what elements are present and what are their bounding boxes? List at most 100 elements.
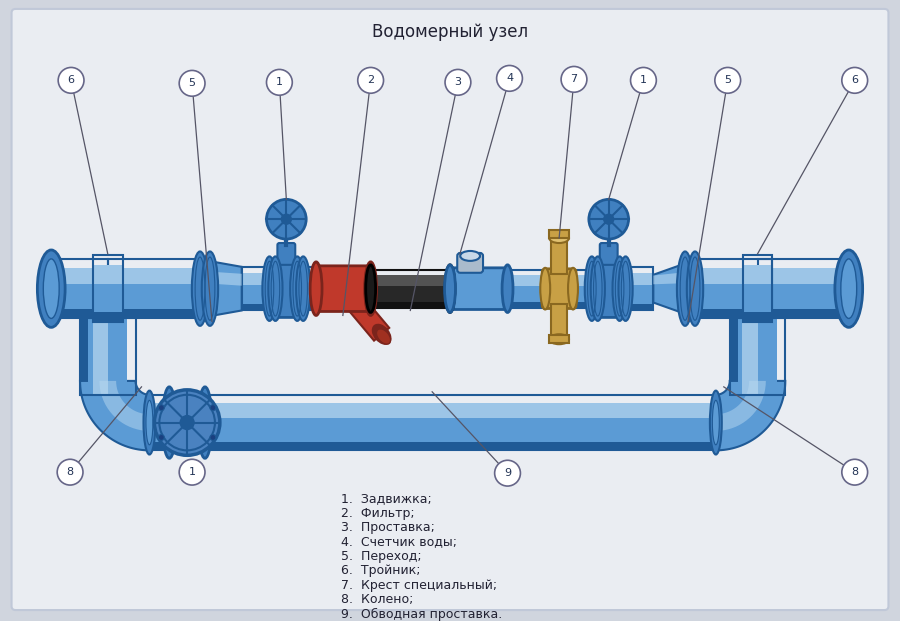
FancyBboxPatch shape: [269, 260, 303, 317]
FancyBboxPatch shape: [301, 273, 316, 304]
Circle shape: [266, 199, 306, 239]
Ellipse shape: [43, 259, 59, 319]
FancyBboxPatch shape: [88, 319, 127, 395]
Ellipse shape: [376, 329, 391, 344]
FancyBboxPatch shape: [457, 253, 483, 273]
Text: 2: 2: [367, 75, 374, 85]
Circle shape: [604, 214, 614, 224]
Circle shape: [497, 65, 522, 91]
Ellipse shape: [540, 268, 550, 309]
Ellipse shape: [618, 256, 633, 321]
Text: 5.  Переход;: 5. Переход;: [341, 550, 421, 563]
Ellipse shape: [445, 265, 455, 312]
FancyBboxPatch shape: [12, 9, 888, 610]
Ellipse shape: [202, 252, 218, 326]
FancyBboxPatch shape: [623, 273, 653, 304]
Circle shape: [495, 460, 520, 486]
FancyBboxPatch shape: [623, 273, 653, 286]
Text: 3: 3: [454, 78, 462, 88]
FancyBboxPatch shape: [242, 273, 272, 286]
Ellipse shape: [310, 262, 322, 315]
Circle shape: [58, 460, 83, 485]
Text: 8: 8: [67, 467, 74, 477]
Ellipse shape: [613, 256, 626, 321]
FancyBboxPatch shape: [51, 268, 108, 309]
Text: 9: 9: [504, 468, 511, 478]
FancyBboxPatch shape: [573, 276, 594, 286]
Polygon shape: [653, 259, 698, 319]
FancyBboxPatch shape: [277, 243, 295, 265]
Polygon shape: [80, 381, 149, 450]
Ellipse shape: [296, 256, 310, 321]
FancyBboxPatch shape: [551, 304, 567, 339]
Circle shape: [210, 435, 216, 440]
FancyBboxPatch shape: [508, 276, 559, 302]
Text: 6.  Тройник;: 6. Тройник;: [341, 564, 420, 578]
FancyBboxPatch shape: [108, 309, 197, 319]
Text: 6: 6: [68, 75, 75, 85]
FancyBboxPatch shape: [551, 238, 567, 274]
Text: 7.  Крест специальный;: 7. Крест специальный;: [341, 579, 497, 592]
FancyBboxPatch shape: [301, 273, 316, 286]
Polygon shape: [716, 381, 786, 450]
Ellipse shape: [713, 401, 719, 445]
Text: 1: 1: [189, 467, 195, 477]
Ellipse shape: [192, 252, 208, 326]
FancyBboxPatch shape: [698, 309, 772, 319]
Ellipse shape: [263, 256, 276, 321]
Polygon shape: [197, 271, 242, 286]
FancyBboxPatch shape: [149, 403, 716, 442]
FancyBboxPatch shape: [93, 312, 122, 322]
Circle shape: [842, 460, 868, 485]
FancyBboxPatch shape: [730, 319, 738, 395]
Polygon shape: [336, 283, 389, 341]
Ellipse shape: [549, 233, 569, 243]
Circle shape: [158, 405, 165, 410]
Ellipse shape: [549, 334, 569, 344]
FancyBboxPatch shape: [93, 265, 122, 284]
Polygon shape: [197, 259, 242, 319]
FancyBboxPatch shape: [573, 276, 594, 302]
Ellipse shape: [460, 251, 480, 261]
FancyBboxPatch shape: [51, 309, 108, 319]
Text: 1: 1: [276, 78, 283, 88]
Text: 7: 7: [571, 75, 578, 84]
FancyBboxPatch shape: [371, 302, 450, 307]
FancyBboxPatch shape: [149, 442, 716, 450]
FancyBboxPatch shape: [80, 319, 88, 395]
FancyBboxPatch shape: [742, 319, 758, 395]
FancyBboxPatch shape: [508, 276, 559, 286]
Ellipse shape: [364, 262, 376, 315]
FancyBboxPatch shape: [314, 266, 373, 312]
Circle shape: [210, 405, 216, 410]
Text: 8: 8: [851, 467, 859, 477]
FancyBboxPatch shape: [698, 268, 772, 284]
Circle shape: [357, 68, 383, 93]
FancyBboxPatch shape: [371, 276, 450, 302]
FancyBboxPatch shape: [758, 309, 849, 319]
FancyBboxPatch shape: [108, 268, 197, 284]
Ellipse shape: [502, 265, 513, 312]
Ellipse shape: [373, 325, 391, 344]
FancyBboxPatch shape: [592, 260, 626, 317]
Circle shape: [158, 435, 165, 440]
FancyBboxPatch shape: [371, 276, 450, 286]
Text: 3.  Проставка;: 3. Проставка;: [341, 521, 435, 534]
FancyBboxPatch shape: [742, 265, 772, 312]
FancyBboxPatch shape: [93, 265, 122, 312]
Polygon shape: [716, 381, 766, 431]
FancyBboxPatch shape: [599, 243, 617, 265]
FancyBboxPatch shape: [549, 230, 569, 238]
FancyBboxPatch shape: [508, 302, 559, 307]
FancyBboxPatch shape: [549, 335, 569, 343]
Circle shape: [180, 415, 194, 430]
Ellipse shape: [835, 250, 863, 327]
FancyBboxPatch shape: [742, 265, 772, 284]
Circle shape: [282, 214, 292, 224]
Ellipse shape: [290, 256, 304, 321]
FancyBboxPatch shape: [742, 312, 772, 322]
FancyBboxPatch shape: [573, 302, 594, 307]
Ellipse shape: [37, 250, 65, 327]
Circle shape: [179, 70, 205, 96]
Ellipse shape: [365, 265, 375, 312]
